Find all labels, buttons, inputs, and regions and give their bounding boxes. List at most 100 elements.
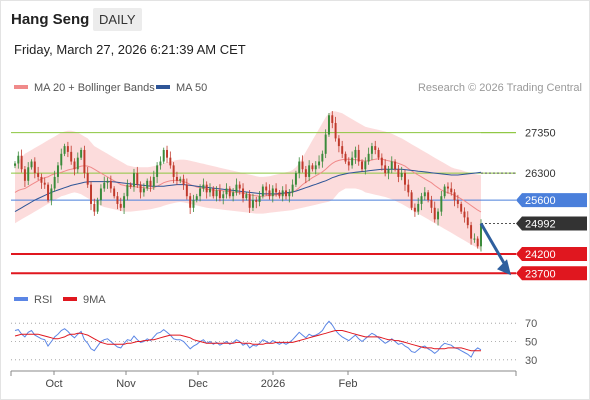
candle-body	[476, 238, 479, 247]
candle-body	[430, 200, 433, 208]
candle	[162, 147, 165, 164]
period-badge[interactable]: DAILY	[93, 8, 142, 31]
candle	[288, 189, 291, 203]
candle-body	[387, 169, 390, 174]
candle-body	[285, 190, 287, 197]
candle-body	[199, 188, 202, 197]
candle	[437, 208, 440, 226]
candle	[175, 171, 178, 186]
candle	[440, 191, 443, 216]
candle	[318, 155, 321, 169]
candle	[70, 145, 73, 165]
candle-body	[50, 188, 53, 201]
candle	[119, 197, 122, 212]
candle	[463, 207, 466, 223]
candle	[209, 183, 211, 197]
candle	[123, 192, 126, 214]
candle-body	[53, 176, 56, 189]
candle	[390, 156, 393, 174]
ma50-legend-swatch	[156, 85, 170, 89]
candle	[380, 153, 383, 171]
x-tick-label: Dec	[188, 378, 208, 390]
candle-body	[70, 151, 73, 162]
candle	[146, 178, 149, 191]
candle	[473, 233, 476, 243]
candle	[126, 179, 129, 201]
candle	[384, 159, 387, 177]
candle-body	[407, 184, 410, 193]
candle	[73, 158, 76, 176]
candle-body	[367, 153, 370, 162]
candle-body	[258, 196, 261, 202]
candle-body	[288, 192, 291, 197]
candle-body	[400, 173, 403, 177]
candle-body	[225, 188, 228, 195]
candle	[304, 165, 307, 184]
candle	[33, 157, 36, 179]
candle-body	[202, 184, 205, 189]
candle	[334, 116, 337, 142]
candle-body	[397, 169, 400, 177]
candle	[245, 191, 248, 201]
candle	[106, 177, 109, 189]
moving-averages	[14, 158, 482, 213]
x-axis: Oct Nov Dec 2026 Feb	[10, 370, 517, 390]
candle-body	[60, 153, 63, 166]
candle	[394, 159, 397, 172]
x-tick-label: Feb	[339, 378, 358, 390]
ma20-legend-swatch	[14, 85, 28, 89]
candle	[132, 168, 135, 192]
candle-body	[456, 200, 459, 204]
candle-body	[453, 192, 456, 201]
candle-body	[205, 184, 208, 193]
candle	[261, 184, 264, 199]
candle	[337, 135, 340, 153]
forecast-arrow	[479, 222, 511, 276]
candle-body	[446, 186, 449, 189]
candle-body	[384, 165, 387, 174]
level-tag-25600	[516, 193, 587, 208]
candles	[14, 111, 482, 252]
candle-body	[109, 180, 112, 189]
candle-body	[99, 188, 102, 201]
candle	[142, 183, 145, 197]
candle-body	[294, 173, 297, 185]
candle-body	[308, 165, 311, 177]
candle-body	[116, 196, 119, 204]
ma50-legend-label: MA 50	[176, 82, 207, 94]
candle-body	[255, 200, 258, 202]
candle	[314, 161, 317, 175]
level-tag-24992	[516, 216, 587, 231]
candle-body	[113, 188, 116, 197]
candle	[238, 181, 241, 195]
price-level-tags: 27350 26300 25600 24992 24200 23700	[516, 128, 587, 281]
candle	[103, 176, 106, 192]
rsi-ma-legend-label: 9MA	[83, 294, 106, 306]
candle-body	[377, 149, 380, 158]
candle-body	[364, 161, 367, 170]
candle-body	[304, 169, 307, 177]
candle-body	[427, 192, 430, 201]
candle-body	[96, 200, 99, 212]
x-tick-label: Nov	[116, 378, 136, 390]
level-label-27350: 27350	[525, 128, 556, 140]
candle	[14, 161, 16, 169]
candle	[294, 170, 297, 187]
candle-body	[390, 161, 393, 170]
candle	[278, 190, 281, 199]
candle	[129, 182, 132, 189]
candle	[218, 184, 221, 202]
candle	[456, 194, 459, 209]
candle-body	[331, 115, 334, 123]
candle	[113, 186, 116, 199]
candle	[331, 111, 334, 129]
candle-body	[251, 200, 254, 208]
candle-body	[103, 182, 106, 189]
candle-body	[235, 184, 238, 193]
candle-body	[314, 165, 317, 170]
level-tag-label-23700: 23700	[525, 268, 556, 280]
candle	[275, 183, 278, 197]
bollinger-bands	[15, 111, 481, 251]
candle	[311, 163, 314, 172]
